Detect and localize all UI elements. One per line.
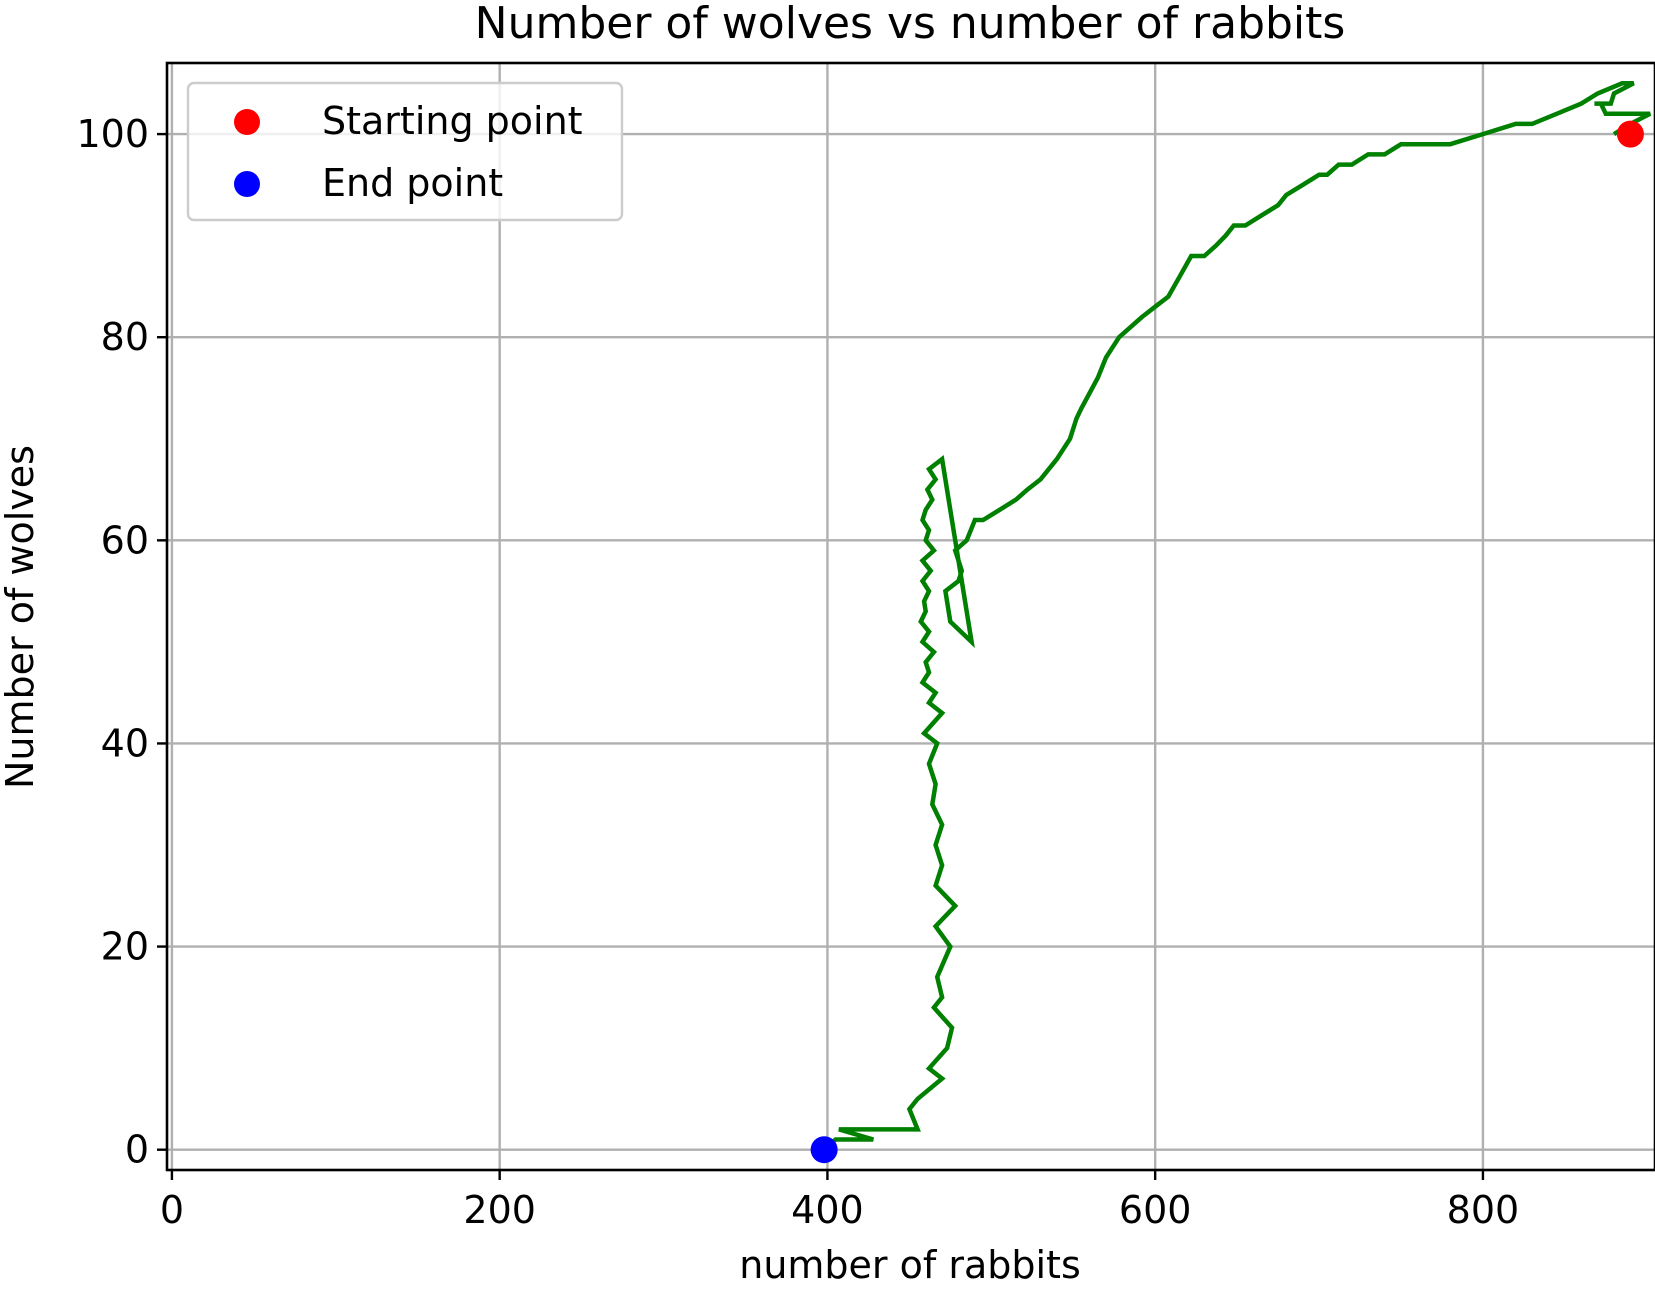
y-tick-label-4: 80 [101, 315, 149, 359]
legend-marker-starting-point [234, 109, 260, 135]
axes-frame [165, 61, 1655, 1172]
point-marker-end-point [810, 1136, 838, 1164]
x-tick-label-2: 400 [791, 1188, 864, 1232]
legend-label-end-point: End point [322, 161, 503, 205]
x-tick-label-4: 800 [1447, 1188, 1520, 1232]
legend: Starting point End point [186, 81, 624, 222]
y-axis-label: Number of wolves [0, 445, 42, 789]
legend-label-starting-point: Starting point [322, 99, 583, 143]
data-layer [810, 81, 1652, 1164]
chart-title: Number of wolves vs number of rabbits [475, 0, 1346, 49]
y-tick-label-5: 100 [76, 112, 149, 156]
legend-marker-end-point [234, 171, 260, 197]
x-axis-label: number of rabbits [739, 1243, 1081, 1287]
x-tick-label-1: 200 [463, 1188, 536, 1232]
x-tick-label-3: 600 [1119, 1188, 1192, 1232]
point-marker-starting-point [1616, 120, 1644, 148]
x-tick-label-0: 0 [160, 1188, 184, 1232]
grid [167, 63, 1655, 1170]
series-line-0 [822, 81, 1652, 1152]
y-tick-label-1: 20 [101, 925, 149, 969]
ticks: 0 200 400 600 800 0 20 40 60 80 100 [76, 112, 1519, 1232]
legend-box [186, 81, 624, 222]
y-tick-label-0: 0 [125, 1128, 149, 1172]
y-tick-label-2: 40 [101, 721, 149, 765]
y-tick-label-3: 60 [101, 518, 149, 562]
